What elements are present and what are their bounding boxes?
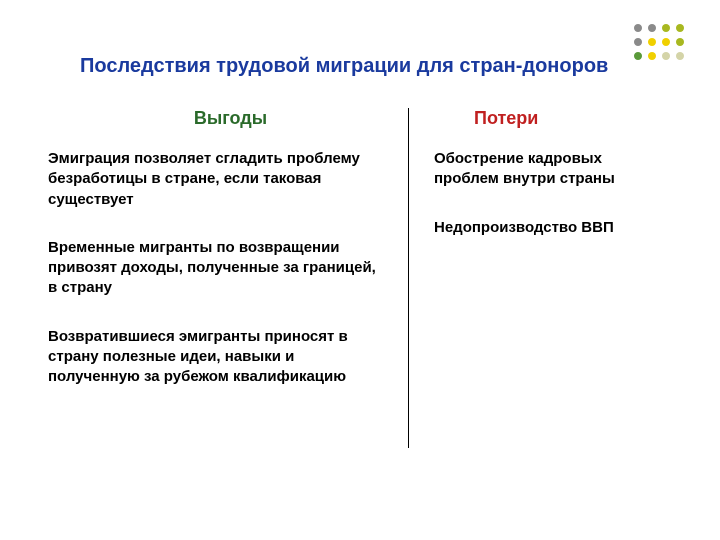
logo-dots	[630, 20, 690, 73]
benefit-item: Эмиграция позволяет сгладить проблему бе…	[48, 149, 383, 210]
benefit-item: Временные мигранты по возвращении привоз…	[48, 238, 383, 299]
loss-item: Недопроизводство ВВП	[434, 218, 669, 238]
losses-column: Потери Обострение кадровых проблем внутр…	[409, 108, 669, 448]
losses-heading: Потери	[434, 108, 669, 129]
loss-item: Обострение кадровых проблем внутри стран…	[434, 149, 669, 190]
benefits-column: Выгоды Эмиграция позволяет сгладить проб…	[48, 108, 408, 448]
benefits-heading: Выгоды	[48, 108, 383, 129]
page-title: Последствия трудовой миграции для стран-…	[0, 0, 720, 78]
content-columns: Выгоды Эмиграция позволяет сгладить проб…	[0, 78, 720, 448]
benefit-item: Возвратившиеся эмигранты приносят в стра…	[48, 327, 383, 388]
